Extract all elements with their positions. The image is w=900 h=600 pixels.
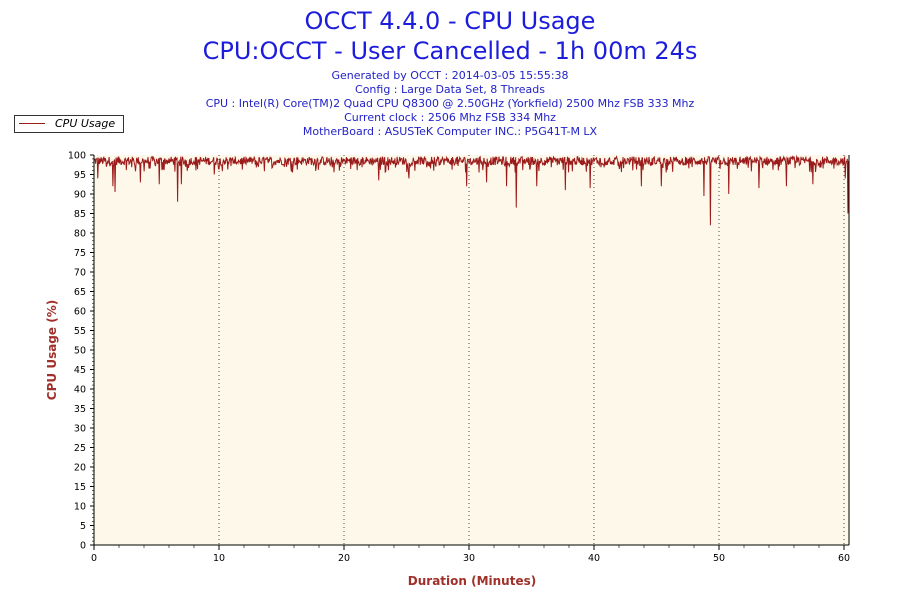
y-tick-label: 90: [74, 190, 86, 201]
y-tick-label: 25: [74, 443, 86, 454]
y-tick-label: 80: [74, 229, 86, 240]
y-tick-label: 60: [74, 307, 86, 318]
y-tick-label: 35: [74, 404, 86, 415]
legend-swatch: [19, 123, 45, 124]
chart-subtitle: CPU:OCCT - User Cancelled - 1h 00m 24s: [202, 37, 698, 65]
y-tick-label: 45: [74, 365, 86, 376]
y-tick-label: 5: [80, 521, 86, 532]
info-config: Config : Large Data Set, 8 Threads: [355, 83, 545, 96]
y-tick-label: 30: [74, 424, 86, 435]
y-tick-label: 40: [74, 385, 86, 396]
y-tick-label: 10: [74, 502, 86, 513]
y-tick-label: 15: [74, 482, 86, 493]
x-tick-label: 20: [338, 553, 350, 564]
info-clock: Current clock : 2506 Mhz FSB 334 Mhz: [344, 111, 556, 124]
y-tick-label: 65: [74, 287, 86, 298]
y-tick-label: 0: [80, 541, 86, 552]
info-motherboard: MotherBoard : ASUSTeK Computer INC.: P5G…: [302, 125, 598, 138]
chart-title: OCCT 4.4.0 - CPU Usage: [304, 7, 596, 35]
y-tick-label: 20: [74, 463, 86, 474]
y-axis-title: CPU Usage (%): [45, 300, 59, 400]
x-tick-label: 40: [588, 553, 600, 564]
x-tick-label: 50: [713, 553, 725, 564]
legend: CPU Usage: [14, 115, 124, 133]
info-generated: Generated by OCCT : 2014-03-05 15:55:38: [331, 69, 569, 82]
x-tick-label: 30: [463, 553, 475, 564]
y-tick-label: 55: [74, 326, 86, 337]
x-tick-label: 0: [91, 553, 97, 564]
x-tick-label: 10: [213, 553, 225, 564]
y-tick-label: 85: [74, 209, 86, 220]
y-tick-label: 70: [74, 268, 86, 279]
y-tick-label: 100: [68, 151, 86, 162]
y-tick-label: 50: [74, 346, 86, 357]
plot-area: [94, 155, 849, 545]
series-line-cpu-usage: [93, 154, 850, 226]
y-tick-label: 95: [74, 170, 86, 181]
x-tick-label: 60: [838, 553, 850, 564]
plot-layer: 0 5 10 15 20 25 30 35 40 45 50 55 60 65 70 75 80 85 90 95 10…: [68, 151, 850, 565]
legend-label: CPU Usage: [55, 117, 116, 130]
info-cpu: CPU : Intel(R) Core(TM)2 Quad CPU Q8300 …: [205, 97, 695, 110]
x-axis-title: Duration (Minutes): [408, 574, 536, 588]
y-tick-label: 75: [74, 248, 86, 259]
